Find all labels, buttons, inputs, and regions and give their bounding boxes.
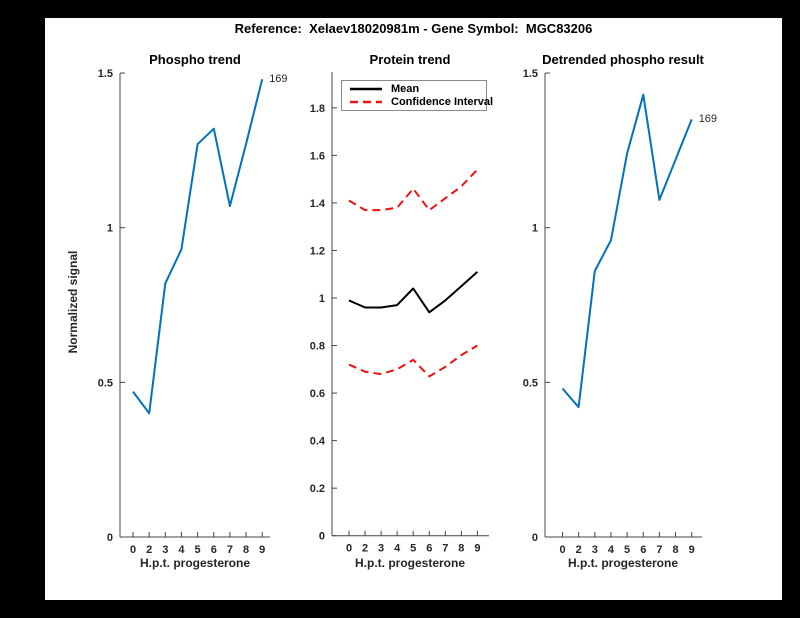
y-tick-label: 0.5 (523, 377, 538, 389)
mean-line-swatch (350, 88, 382, 91)
x-axis-label-1: H.p.t. progesterone (139, 556, 250, 570)
x-tick-label: 8 (672, 544, 678, 556)
subplot-title-protein-trend: Protein trend (369, 52, 451, 67)
figure-title: Reference: Xelaev18020981m - Gene Symbol… (234, 21, 593, 36)
charts-canvas: 00.511.50 2 3 4 5 6 7 8 900.20.40.60.811.21.41.6… (98, 68, 702, 556)
subplot-title-detrended-result: Detrended phospho result (542, 52, 704, 67)
y-axis-label: Normalized signal (66, 250, 80, 354)
legend-label-confidence: Confidence Interval (391, 95, 494, 108)
series-line-phospho-signal (132, 78, 264, 415)
x-tick-label: 9 (259, 544, 265, 556)
series-line-confidence-lower (348, 344, 478, 378)
legend-row-mean: Mean (350, 83, 486, 96)
x-tick-label: 0 (130, 544, 136, 556)
y-tick-label: 0.6 (310, 388, 325, 400)
legend: Mean Confidence Interval (341, 80, 493, 111)
confidence-line-swatch (350, 100, 382, 103)
x-tick-label: 9 (474, 543, 480, 555)
y-tick-label: 0 (107, 532, 113, 544)
x-tick-label: 7 (442, 543, 448, 555)
y-tick-label: 0.5 (98, 377, 113, 389)
x-tick-label: 8 (243, 544, 249, 556)
matlab-figure: Reference: Xelaev18020981m - Gene Symbol… (45, 18, 782, 600)
x-tick-label: 4 (394, 543, 401, 555)
y-tick-label: 1 (532, 223, 538, 235)
x-tick-label: 6 (640, 544, 646, 556)
x-tick-label: 2 (146, 544, 152, 556)
series-line-detrended-phospho-signal (561, 93, 693, 409)
x-tick-label: 2 (576, 544, 582, 556)
y-tick-label: 1.8 (310, 103, 325, 115)
subplot-title-phospho-trend: Phospho trend (149, 52, 241, 67)
x-axis-label-3: H.p.t. progesterone (567, 556, 678, 570)
x-tick-label: 0 (559, 544, 565, 556)
y-tick-label: 0.4 (310, 436, 326, 448)
y-tick-label: 1 (319, 293, 325, 305)
x-tick-label: 3 (162, 544, 168, 556)
y-tick-label: 1 (107, 223, 113, 235)
x-tick-label: 2 (362, 543, 368, 555)
x-tick-label: 7 (227, 544, 233, 556)
y-tick-label: 1.5 (98, 68, 113, 80)
x-tick-label: 3 (378, 543, 384, 555)
x-tick-label: 9 (689, 544, 695, 556)
y-tick-label: 0.8 (310, 341, 325, 353)
endpoint-value-label-3: 169 (698, 113, 718, 126)
y-tick-label: 1.2 (310, 245, 325, 257)
endpoint-value-label-1: 169 (269, 73, 288, 86)
y-tick-label: 0 (319, 531, 325, 543)
x-tick-label: 5 (410, 543, 416, 555)
x-tick-label: 7 (656, 544, 662, 556)
series-line-mean (348, 271, 479, 314)
y-tick-label: 0 (532, 532, 538, 544)
x-tick-label: 6 (211, 544, 217, 556)
legend-row-confidence: Confidence Interval (350, 96, 493, 109)
x-tick-label: 3 (592, 544, 598, 556)
x-axis-label-2: H.p.t. progesterone (354, 556, 465, 570)
x-tick-label: 0 (346, 543, 352, 555)
y-tick-label: 1.6 (310, 150, 325, 162)
y-tick-label: 1.4 (310, 198, 326, 210)
legend-label-mean: Mean (391, 83, 420, 96)
x-tick-label: 8 (458, 543, 464, 555)
y-tick-label: 1.5 (523, 68, 538, 80)
series-line-confidence-upper (348, 168, 479, 212)
x-tick-label: 5 (624, 544, 630, 556)
x-tick-label: 6 (426, 543, 432, 555)
x-tick-label: 4 (608, 544, 615, 556)
x-tick-label: 5 (195, 544, 201, 556)
y-tick-label: 0.2 (310, 483, 325, 495)
x-tick-label: 4 (178, 544, 185, 556)
